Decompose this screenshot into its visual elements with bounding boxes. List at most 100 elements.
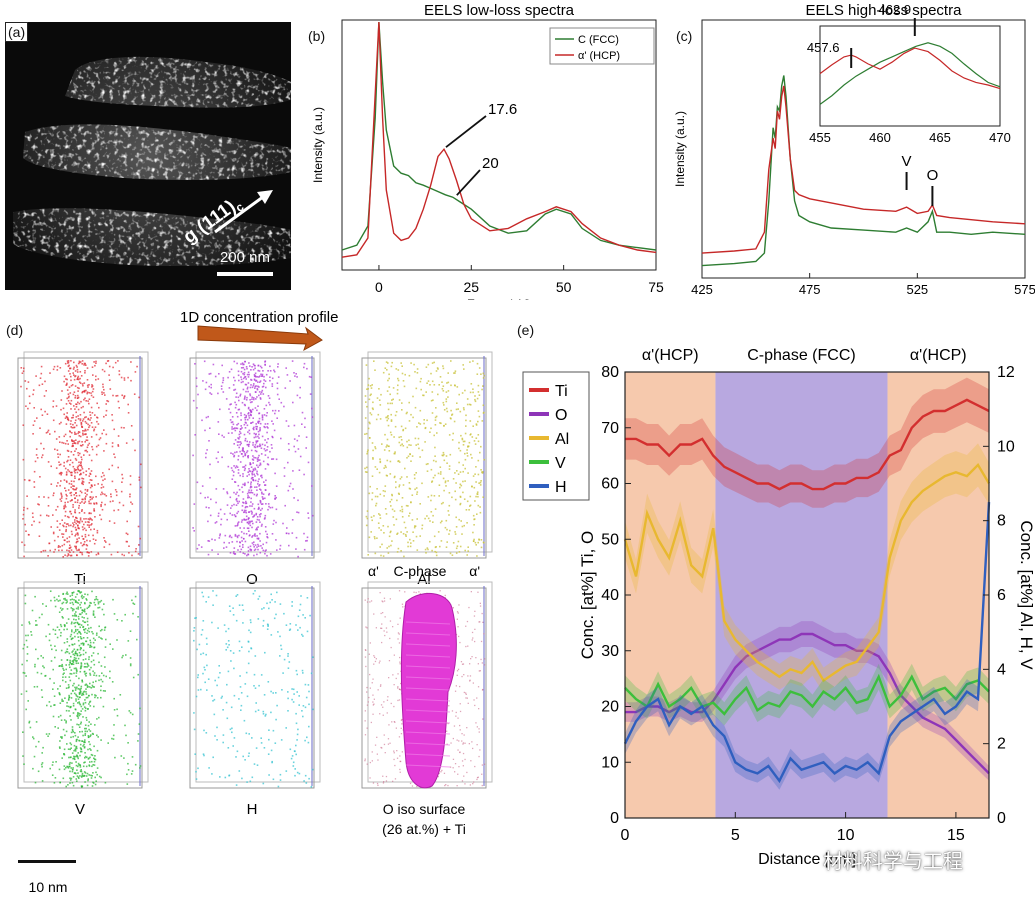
atom-dot (243, 423, 246, 426)
atom-dot (105, 442, 108, 445)
apt-element-maps: Ti O AlV Hα' C-phase α'O iso surface(26 at.%)… (17, 309, 493, 895)
atom-dot (85, 775, 88, 777)
atom-dot (87, 779, 89, 782)
atom-dot (83, 761, 85, 764)
atom-dot (100, 739, 102, 741)
atom-dot (257, 537, 260, 540)
atom-dot (255, 398, 257, 400)
atom-dot (82, 745, 84, 747)
legend-label-v: V (555, 455, 566, 472)
atom-dot (64, 433, 67, 436)
atom-dot (259, 509, 262, 511)
atom-dot (379, 418, 382, 420)
atom-dot (368, 398, 371, 401)
atom-dot (90, 491, 93, 493)
atom-dot (452, 542, 455, 544)
iso-surface-band (405, 632, 451, 636)
atom-dot (245, 416, 247, 419)
atom-dot (301, 411, 304, 414)
atom-dot (64, 501, 66, 504)
atom-dot (467, 445, 469, 447)
atom-dot (304, 774, 307, 777)
atom-dot (80, 633, 82, 635)
atom-dot (102, 479, 104, 482)
atom-dot (474, 395, 476, 397)
series-line-0 (701, 75, 1026, 267)
atom-dot (70, 375, 72, 378)
atom-dot (310, 376, 312, 378)
atom-dot (480, 469, 482, 471)
atom-dot (245, 399, 248, 401)
atom-dot (120, 755, 123, 757)
atom-dot (112, 500, 114, 502)
atom-dot (275, 521, 277, 524)
atom-dot (70, 513, 73, 515)
atom-dot (472, 540, 475, 542)
atom-dot (446, 462, 448, 464)
atom-dot (138, 396, 140, 399)
atom-dot (39, 377, 42, 379)
atom-dot (66, 382, 68, 385)
atom-dot (474, 398, 476, 401)
atom-dot (105, 433, 108, 436)
atom-dot (389, 637, 391, 640)
atom-dot (464, 742, 466, 744)
atom-dot (442, 367, 445, 370)
atom-dot (432, 399, 434, 401)
atom-dot (392, 516, 395, 518)
atom-dot (224, 534, 227, 537)
atom-dot (89, 517, 91, 520)
atom-dot (258, 519, 260, 521)
atom-dot (61, 519, 63, 521)
atom-dot (259, 381, 261, 383)
atom-dot (71, 660, 74, 662)
atom-dot (30, 634, 33, 636)
atom-dot (71, 752, 74, 754)
atom-dot (240, 363, 242, 365)
atom-dot (408, 482, 411, 484)
atom-dot (84, 724, 87, 726)
atom-dot (457, 749, 459, 751)
atom-dot (221, 381, 224, 384)
atom-dot (67, 362, 69, 364)
atom-dot (379, 493, 382, 496)
atom-dot (387, 402, 389, 405)
atom-dot (397, 623, 399, 625)
atom-dot (483, 458, 485, 461)
atom-dot (259, 365, 262, 368)
atom-dot (94, 604, 97, 606)
atom-dot (75, 700, 77, 702)
atom-dot (402, 445, 405, 447)
atom-dot (253, 546, 255, 548)
atom-dot (370, 531, 372, 533)
atom-dot (79, 371, 82, 373)
atom-dot (434, 416, 437, 419)
atom-dot (91, 426, 94, 428)
scale-bar-label-a: 200 nm (220, 249, 270, 266)
atom-dot (65, 489, 67, 492)
atom-dot (90, 479, 93, 481)
atom-dot (50, 599, 52, 602)
atom-dot (253, 515, 255, 518)
atom-dot (240, 709, 242, 711)
atom-dot (65, 785, 67, 788)
atom-dot (291, 605, 293, 607)
atom-dot (92, 396, 95, 398)
atom-dot (474, 610, 476, 612)
atom-dot (76, 386, 79, 389)
atom-dot (130, 379, 132, 382)
atom-dot (463, 775, 465, 777)
atom-dot (365, 515, 368, 518)
atom-dot (473, 538, 475, 541)
atom-dot (467, 550, 469, 552)
atom-dot (262, 497, 264, 500)
atom-dot (40, 408, 42, 411)
atom-dot (82, 659, 85, 661)
atom-dot (38, 616, 41, 619)
atom-dot (308, 375, 311, 378)
atom-dot (45, 605, 47, 607)
atom-dot (109, 670, 111, 673)
atom-dot (384, 752, 386, 754)
atom-dot (84, 658, 87, 660)
atom-dot (22, 647, 25, 650)
